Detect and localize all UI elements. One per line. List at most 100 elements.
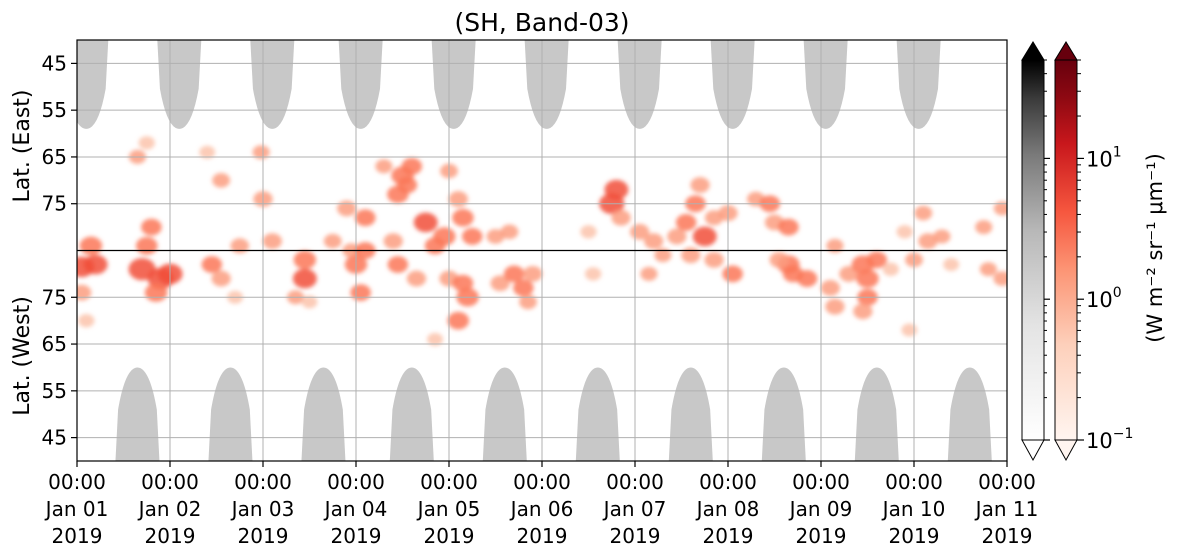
x-tick-label: 00:00 Jan 03 2019 [230, 470, 295, 548]
emission-patch [901, 323, 918, 337]
emission-patch [424, 237, 446, 255]
emission-patch [503, 265, 525, 283]
emission-patch [78, 313, 95, 328]
emission-patch [778, 218, 799, 236]
y-tick-label: 55 [42, 98, 67, 122]
emission-patch [882, 262, 899, 276]
emission-patch [993, 271, 1007, 286]
colorbar-label: (W m⁻² sr⁻¹ μm⁻¹) [1143, 153, 1167, 343]
emission-patch [722, 265, 743, 283]
emission-patch [490, 275, 510, 292]
emission-patch [350, 284, 371, 302]
no-data-region-east [157, 40, 202, 129]
no-data-region-east [338, 40, 383, 129]
colorbar-reds-extend-top [1054, 41, 1078, 61]
colorbar-greys-extend-top [1021, 41, 1045, 61]
emission-patch [943, 258, 960, 272]
emission-patch [401, 157, 423, 175]
emission-patch [83, 254, 108, 275]
x-tick-label: 00:00 Jan 01 2019 [44, 470, 109, 548]
emission-patch [383, 233, 403, 250]
emission-patch [769, 251, 789, 268]
emission-patch [933, 229, 951, 244]
emission-patch [486, 229, 505, 244]
emission-patch [704, 251, 724, 268]
y-axis-east-label: Lat. (East) [10, 90, 35, 203]
emission-patch [79, 236, 103, 256]
emission-patch [640, 266, 658, 281]
emission-patch [856, 269, 879, 288]
x-tick-label: 00:00 Jan 04 2019 [323, 470, 388, 548]
emission-patch [523, 265, 543, 282]
emission-patch [500, 224, 519, 240]
x-axis-ticks: 00:00 Jan 01 2019 00:00 Jan 02 2019 00:00 Jan 0… [44, 461, 1039, 548]
emission-patch [820, 280, 840, 296]
emission-patch [201, 256, 223, 273]
colorbar-tick-label: 10−1 [1086, 426, 1133, 453]
no-data-region-east [250, 40, 295, 129]
y-tick-label: 45 [42, 51, 67, 75]
plot-area [76, 39, 1008, 462]
y-axis-west-label: Lat. (West) [10, 296, 35, 416]
emission-patch [199, 145, 216, 159]
no-data-region-east [710, 40, 755, 129]
emission-patch [611, 209, 631, 226]
no-data-region-east [431, 40, 476, 129]
no-data-region-east [617, 40, 662, 129]
emission-patch [866, 251, 888, 269]
emission-patch [826, 238, 844, 253]
emission-patch [580, 225, 597, 239]
x-tick-label: 00:00 Jan 05 2019 [416, 470, 481, 548]
emission-patch [323, 233, 342, 249]
y-tick-label: 75 [42, 192, 67, 216]
no-data-region-east [803, 40, 848, 129]
y-axis-east-ticks: 45 55 65 75 [42, 51, 77, 216]
emission-patch [252, 145, 270, 160]
emission-patch [301, 295, 318, 309]
emission-patch [979, 262, 997, 277]
emission-patch [337, 200, 357, 217]
emission-patch [918, 233, 938, 250]
emission-patch [519, 294, 537, 310]
y-tick-label: 65 [42, 145, 67, 169]
emission-patch [675, 214, 697, 231]
emission-patch [355, 209, 376, 227]
emission-patch [681, 247, 701, 264]
emission-patch [461, 228, 483, 245]
x-tick-label: 00:00 Jan 08 2019 [695, 470, 760, 548]
emission-patch [452, 274, 474, 292]
emission-patch [604, 179, 629, 200]
colorbar-ticks: 101 100 10−1 [1044, 59, 1133, 453]
no-data-region-east [77, 40, 109, 129]
emission-patch [141, 218, 162, 236]
y-tick-label: 65 [42, 332, 67, 356]
emission-patch [144, 283, 168, 302]
emission-patch [397, 176, 418, 194]
emission-patch [513, 279, 534, 297]
emission-patch [667, 228, 687, 245]
y-tick-label: 45 [42, 426, 67, 450]
x-tick-label: 00:00 Jan 02 2019 [137, 470, 202, 548]
emission-patch [853, 303, 873, 320]
emission-patch [413, 212, 438, 233]
emission-patch [230, 238, 249, 254]
y-tick-label: 75 [42, 285, 67, 309]
colorbar-greys [1021, 41, 1045, 462]
x-tick-label: 00:00 Jan 09 2019 [788, 470, 853, 548]
emission-patch [839, 265, 859, 282]
x-tick-label: 00:00 Jan 10 2019 [881, 470, 946, 548]
emission-patch [292, 268, 317, 289]
colorbar-greys-extend-bottom [1021, 439, 1045, 462]
emission-patch [138, 136, 155, 150]
emission-patch [375, 159, 393, 174]
colorbar-tick-label: 100 [1086, 285, 1122, 312]
emission-patch [584, 267, 602, 281]
y-axis-west-ticks: 75 65 55 45 [42, 285, 77, 450]
x-tick-label: 00:00 Jan 11 2019 [974, 470, 1039, 548]
emission-patch [406, 270, 427, 287]
colorbar-reds [1054, 41, 1078, 462]
colorbar-tick-label: 101 [1086, 144, 1122, 171]
emission-patch [690, 177, 710, 193]
emission-patch [448, 191, 468, 207]
emission-patch [896, 225, 913, 239]
